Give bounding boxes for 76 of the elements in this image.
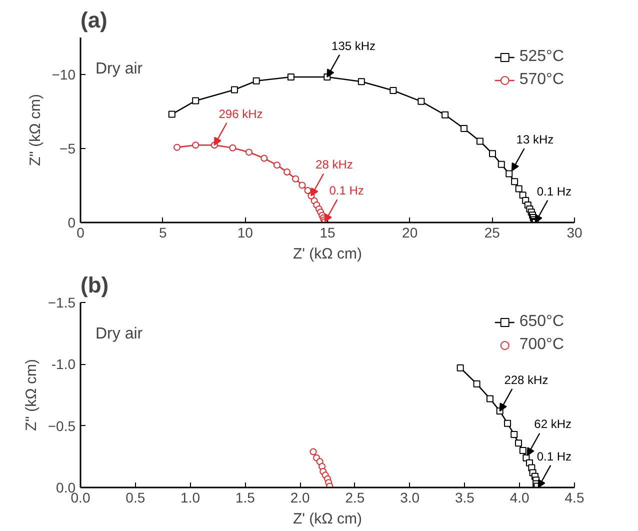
x-tick-label: 3.5 (454, 490, 475, 506)
x-tick-label: 3.0 (400, 490, 420, 506)
point (245, 148, 252, 156)
point (498, 160, 505, 168)
x-tick-label: 4.0 (510, 490, 530, 506)
x-tick-label: 25 (484, 224, 500, 240)
point (273, 162, 280, 169)
point (310, 448, 317, 456)
legend-label: 570°C (519, 71, 564, 89)
point (283, 168, 290, 176)
annotation: 296 kHz (218, 106, 263, 121)
point (486, 395, 494, 402)
x-tick-label: 15 (320, 224, 336, 240)
y-tick-label: -1.0 (51, 356, 76, 372)
x-tick-label: 0.5 (126, 490, 146, 506)
point (390, 86, 397, 94)
chart-title: (a) (80, 8, 108, 32)
point (506, 170, 513, 178)
annotation: Dry air (96, 326, 144, 342)
point (515, 440, 522, 447)
annotation: 62 kHz (534, 417, 572, 432)
point (460, 125, 468, 132)
x-tick-label: 20 (402, 224, 418, 240)
point (252, 77, 260, 84)
y-axis-title: Z'' (kΩ cm) (22, 359, 40, 431)
point (442, 111, 449, 118)
legend-label: 525°C (519, 48, 564, 66)
point (168, 110, 176, 118)
annotation: 28 kHz (316, 158, 353, 172)
legend-label: 650°C (519, 313, 564, 331)
x-tick-label: 2.5 (345, 490, 365, 506)
y-tick-label: −5 (60, 140, 76, 156)
y-tick-label: −0.5 (48, 418, 76, 434)
point (510, 430, 518, 438)
annotation: 135 kHz (332, 38, 376, 53)
point (298, 182, 306, 189)
point (192, 97, 200, 104)
y-tick-label: −1.5 (48, 294, 76, 310)
annotation: Dry air (96, 60, 144, 78)
x-axis-title: Z' (kΩ cm) (292, 510, 362, 528)
point (292, 175, 300, 182)
point (304, 187, 312, 194)
point (473, 380, 480, 388)
point (476, 138, 484, 145)
x-tick-label: 2.0 (290, 490, 310, 506)
point (511, 178, 518, 186)
point (456, 364, 464, 372)
point (287, 74, 294, 81)
point (519, 447, 526, 454)
point (260, 154, 268, 162)
x-tick-label: 30 (566, 224, 582, 240)
x-tick-label: 5 (158, 224, 167, 240)
point (418, 98, 425, 105)
annotation: 0.1 Hz (536, 184, 572, 198)
x-axis-title: Z' (kΩ cm) (292, 246, 362, 262)
annotation: 0.1 Hz (536, 449, 572, 464)
point (358, 78, 365, 86)
x-tick-label: 10 (237, 224, 254, 240)
point (230, 86, 238, 94)
legend-label: 700°C (519, 336, 564, 354)
chart-title: (b) (80, 272, 109, 298)
y-tick-label: 0 (68, 214, 76, 230)
y-axis-title: Z'' (kΩ cm) (26, 94, 44, 166)
x-tick-label: 1.0 (180, 490, 200, 506)
point (173, 144, 180, 151)
annotation: 13 kHz (516, 132, 554, 146)
point (488, 150, 496, 158)
point (515, 185, 522, 192)
annotation: 0.1 Hz (329, 184, 364, 198)
annotation: 228 kHz (504, 372, 548, 387)
y-tick-label: −10 (52, 66, 76, 82)
point (229, 144, 236, 152)
x-tick-label: 4.5 (564, 490, 584, 506)
point (192, 142, 200, 149)
x-tick-label: 1.5 (235, 490, 256, 506)
point (504, 420, 512, 427)
